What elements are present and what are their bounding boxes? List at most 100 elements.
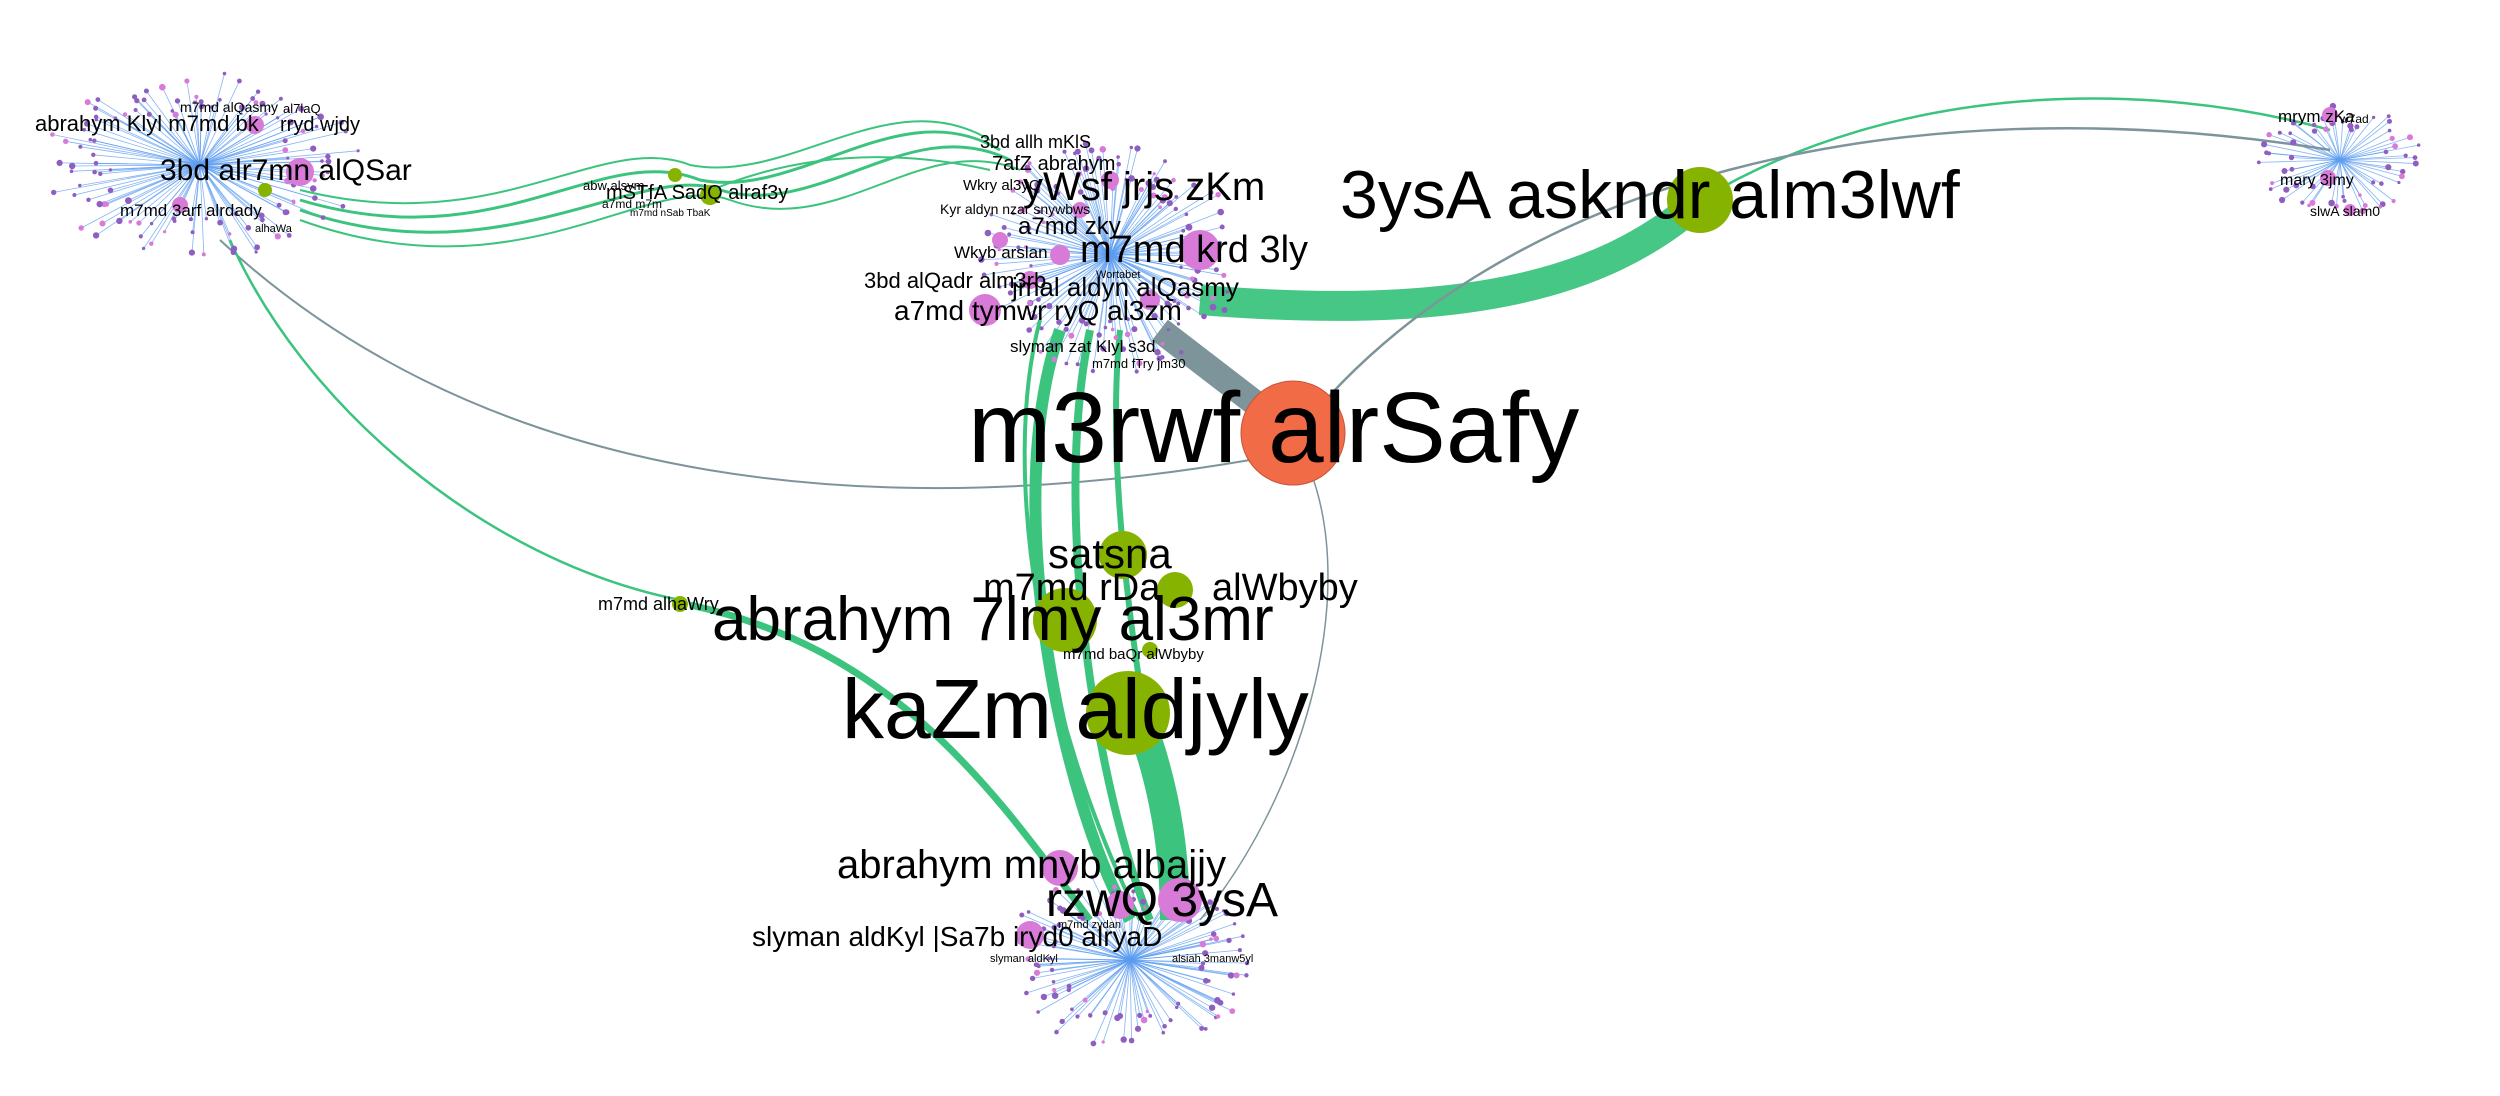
node-askndr[interactable] [1667, 167, 1733, 233]
leaf-node-west [259, 100, 266, 107]
spoke-edge-west [80, 146, 201, 166]
spoke-edge-east [2339, 121, 2390, 161]
spoke-edge-north [1109, 211, 1221, 256]
node-east-c[interactable] [2344, 204, 2356, 216]
node-kazm[interactable] [1086, 671, 1170, 755]
spoke-edge-north [987, 232, 1111, 256]
node-west-hub[interactable] [286, 158, 314, 186]
leaf-node-west [163, 230, 167, 234]
edge-west-north-a [299, 130, 1001, 219]
spoke-edge-west [199, 126, 317, 166]
leaf-node-west [184, 78, 190, 84]
spoke-edge-south [1043, 959, 1131, 998]
node-satsna[interactable] [1099, 531, 1147, 579]
spoke-edge-west [199, 164, 279, 237]
leaf-node-south [1227, 972, 1235, 979]
spoke-edge-south [1079, 916, 1131, 961]
leaf-node-west [174, 98, 181, 104]
label-nc-7: jmal aldyn alQasmy [1011, 272, 1239, 302]
spoke-edge-west [199, 149, 286, 166]
node-west-c[interactable] [258, 183, 272, 197]
leaf-node-west [286, 156, 290, 160]
spoke-edge-west [177, 100, 201, 166]
node-nc-b[interactable] [1050, 245, 1070, 265]
leaf-node-south [1040, 993, 1048, 1001]
leaf-node-east [2270, 181, 2275, 186]
spoke-edge-north [1049, 254, 1111, 307]
leaf-node-west [320, 159, 324, 163]
leaf-node-south [1120, 1036, 1127, 1043]
leaf-node-west [282, 138, 288, 144]
node-a7md-tymwr[interactable] [969, 294, 1001, 326]
spoke-edge-north [1109, 195, 1154, 256]
leaf-node-north [1016, 245, 1021, 250]
leaf-node-south [1053, 887, 1059, 893]
spoke-edge-east [2264, 143, 2341, 161]
spoke-edge-west [199, 164, 258, 248]
leaf-node-east [2385, 164, 2392, 171]
leaf-node-west [320, 215, 326, 221]
leaf-node-north [1062, 149, 1067, 154]
leaf-node-south [1207, 979, 1211, 983]
node-west-b[interactable] [172, 197, 188, 213]
spoke-edge-north [1029, 254, 1111, 304]
node-abw-wsm[interactable] [668, 168, 682, 182]
leaf-node-north [1160, 342, 1165, 346]
node-east-a[interactable] [2322, 107, 2338, 123]
leaf-node-south [1213, 935, 1220, 942]
leaf-node-south [1051, 980, 1056, 984]
spoke-edge-north [1028, 227, 1111, 256]
node-west-a[interactable] [246, 116, 264, 134]
leaf-node-west [312, 195, 318, 201]
leaf-node-north [984, 229, 992, 237]
node-nc-c[interactable] [1101, 171, 1119, 189]
leaf-node-east [2328, 199, 2335, 207]
spoke-edge-north [1098, 158, 1111, 256]
spoke-edge-west [65, 140, 201, 166]
spoke-edge-north [1109, 179, 1127, 256]
node-alhawry[interactable] [672, 596, 688, 612]
node-east-b[interactable] [2320, 170, 2336, 186]
leaf-node-south [1128, 1037, 1135, 1044]
leaf-node-north [1068, 332, 1075, 339]
spoke-edge-north [1109, 254, 1188, 256]
leaf-node-north [1176, 301, 1181, 306]
leaf-node-west [312, 178, 317, 183]
node-abrahym-mnyb[interactable] [1042, 850, 1078, 886]
spoke-edge-north [1109, 188, 1114, 256]
leaf-node-west [250, 96, 256, 101]
leaf-node-south [1210, 931, 1217, 937]
label-sc-6: alsiah 3manw5yl [1172, 953, 1253, 965]
spoke-edge-north [1102, 149, 1111, 256]
leaf-node-north [1221, 272, 1227, 278]
spoke-edge-south [1129, 959, 1219, 1017]
leaf-node-east [2358, 193, 2362, 197]
leaf-node-west [93, 105, 99, 111]
node-rzwq[interactable] [1158, 878, 1202, 922]
node-nc-d[interactable] [992, 232, 1008, 248]
leaf-node-east [2348, 127, 2354, 133]
spoke-edge-east [2336, 159, 2341, 207]
spoke-edge-north [1028, 254, 1111, 331]
leaf-node-south [1033, 969, 1041, 976]
leaf-node-west [99, 220, 106, 227]
node-m7md-rda[interactable] [1157, 572, 1193, 608]
node-m7md-baqr[interactable] [1142, 642, 1158, 658]
leaf-node-west [198, 99, 204, 105]
leaf-node-east [2387, 128, 2392, 133]
leaf-node-south [1051, 992, 1059, 999]
node-main-hub[interactable] [1240, 380, 1346, 486]
node-sc-b[interactable] [1016, 921, 1044, 949]
node-nc-a[interactable] [1140, 290, 1160, 310]
node-nc-e[interactable] [1021, 271, 1039, 289]
node-msdfa[interactable] [700, 185, 720, 205]
node-sc-a[interactable] [1106, 891, 1134, 919]
leaf-node-west [72, 193, 77, 197]
spoke-edge-north [1091, 150, 1111, 256]
spoke-edge-east [2339, 138, 2393, 161]
node-m7md-krd[interactable] [1180, 230, 1220, 270]
node-nc-f[interactable] [1072, 202, 1088, 218]
spoke-edge-east [2339, 144, 2419, 161]
node-abrahym-7lmy[interactable] [1033, 588, 1097, 652]
spoke-edge-north [1109, 254, 1140, 364]
